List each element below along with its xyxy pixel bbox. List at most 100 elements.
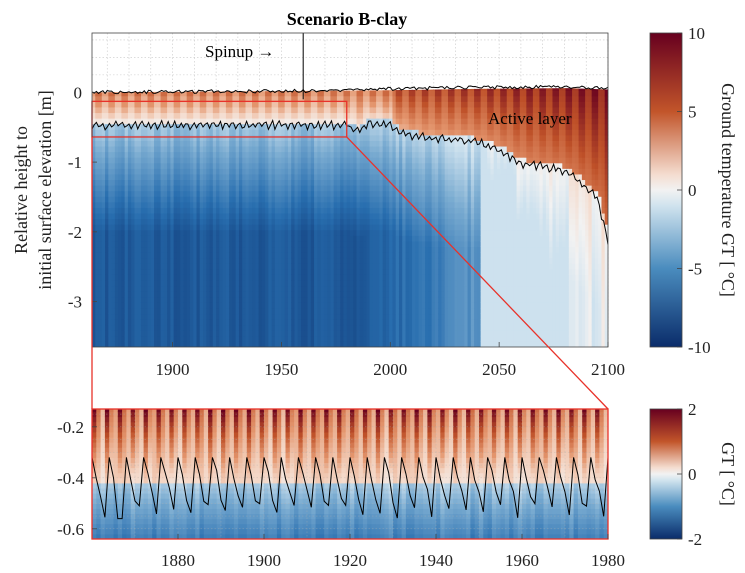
heatmap-cell bbox=[281, 319, 286, 326]
heatmap-cell bbox=[101, 274, 106, 281]
heatmap-cell bbox=[392, 146, 397, 153]
heatmap-cell bbox=[395, 268, 400, 275]
heatmap-cell bbox=[330, 213, 335, 220]
heatmap-cell bbox=[392, 90, 397, 91]
heatmap-cell bbox=[137, 224, 142, 231]
heatmap-cell bbox=[314, 90, 318, 97]
heatmap-cell bbox=[98, 218, 103, 225]
heatmap-cell bbox=[134, 274, 139, 281]
heatmap-cell bbox=[219, 140, 224, 147]
heatmap-cell bbox=[359, 157, 364, 164]
heatmap-cell bbox=[209, 101, 214, 108]
heatmap-cell bbox=[235, 291, 240, 298]
heatmap-cell bbox=[265, 274, 269, 281]
heatmap-cell bbox=[183, 263, 188, 270]
heatmap-cell bbox=[372, 185, 377, 192]
heatmap-cell bbox=[434, 229, 439, 236]
heatmap-cell bbox=[395, 330, 400, 337]
heatmap-cell bbox=[287, 263, 292, 270]
heatmap-cell bbox=[382, 302, 387, 309]
heatmap-cell bbox=[242, 307, 246, 315]
heatmap-cell bbox=[105, 319, 109, 326]
heatmap-cell bbox=[428, 146, 433, 153]
heatmap-cell bbox=[154, 218, 158, 225]
heatmap-cell bbox=[92, 146, 96, 153]
heatmap-cell bbox=[265, 151, 269, 158]
heatmap-cell bbox=[307, 330, 312, 337]
heatmap-cell bbox=[147, 335, 152, 342]
heatmap-cell bbox=[366, 213, 371, 220]
heatmap-cell bbox=[118, 162, 122, 169]
heatmap-cell bbox=[154, 285, 158, 292]
heatmap-cell bbox=[242, 213, 246, 220]
heatmap-cell bbox=[248, 285, 253, 292]
heatmap-cell bbox=[418, 146, 423, 153]
heatmap-cell bbox=[294, 201, 299, 208]
heatmap-cell bbox=[268, 280, 273, 287]
heatmap-cell bbox=[336, 291, 341, 298]
heatmap-cell bbox=[255, 302, 260, 309]
heatmap-cell bbox=[278, 268, 282, 275]
heatmap-cell bbox=[222, 91, 227, 97]
heatmap-cell bbox=[438, 268, 442, 275]
heatmap-cell bbox=[398, 252, 403, 259]
heatmap-cell bbox=[209, 341, 214, 347]
heatmap-cell bbox=[258, 324, 263, 331]
heatmap-cell bbox=[101, 173, 106, 181]
heatmap-cell bbox=[114, 218, 119, 225]
heatmap-cell bbox=[203, 190, 207, 197]
heatmap-cell bbox=[101, 218, 106, 225]
heatmap-cell bbox=[343, 106, 348, 114]
heatmap-cell bbox=[225, 307, 230, 315]
heatmap-cell bbox=[238, 229, 243, 236]
heatmap-cell bbox=[114, 101, 119, 108]
heatmap-cell bbox=[225, 134, 230, 141]
heatmap-cell bbox=[176, 335, 181, 342]
heatmap-cell bbox=[242, 319, 246, 326]
heatmap-cell bbox=[376, 162, 380, 169]
heatmap-cell bbox=[274, 224, 279, 231]
heatmap-cell bbox=[137, 252, 142, 259]
heatmap-cell bbox=[402, 140, 407, 147]
heatmap-cell bbox=[304, 313, 309, 320]
heatmap-cell bbox=[105, 146, 109, 153]
heatmap-cell bbox=[438, 296, 442, 303]
heatmap-cell bbox=[291, 90, 295, 97]
heatmap-cell bbox=[418, 173, 423, 181]
heatmap-cell bbox=[320, 151, 325, 158]
heatmap-cell bbox=[258, 341, 263, 347]
heatmap-cell bbox=[327, 140, 331, 147]
heatmap-cell bbox=[98, 319, 103, 326]
heatmap-cell bbox=[281, 302, 286, 309]
heatmap-cell bbox=[297, 218, 302, 225]
heatmap-cell bbox=[144, 91, 149, 97]
heatmap-cell bbox=[170, 190, 175, 197]
heatmap-cell bbox=[209, 240, 214, 248]
heatmap-cell bbox=[98, 291, 103, 298]
heatmap-cell bbox=[330, 112, 335, 119]
heatmap-cell bbox=[252, 341, 256, 347]
heatmap-cell bbox=[398, 235, 403, 242]
heatmap-cell bbox=[412, 341, 416, 347]
heatmap-cell bbox=[274, 134, 279, 141]
heatmap-cell bbox=[252, 134, 256, 141]
heatmap-cell bbox=[229, 151, 233, 158]
heatmap-cell bbox=[121, 95, 126, 102]
heatmap-cell bbox=[265, 280, 269, 287]
heatmap-cell bbox=[412, 218, 416, 225]
heatmap-cell bbox=[209, 285, 214, 292]
heatmap-cell bbox=[333, 179, 338, 186]
heatmap-cell bbox=[209, 246, 214, 253]
heatmap-cell bbox=[291, 190, 295, 197]
heatmap-cell bbox=[281, 291, 286, 298]
heatmap-cell bbox=[265, 307, 269, 315]
heatmap-cell bbox=[297, 313, 302, 320]
heatmap-cell bbox=[160, 112, 165, 119]
heatmap-cell bbox=[294, 307, 299, 315]
heatmap-cell bbox=[438, 235, 442, 242]
heatmap-cell bbox=[98, 123, 103, 130]
heatmap-cell bbox=[150, 118, 155, 125]
heatmap-cell bbox=[167, 173, 171, 181]
heatmap-cell bbox=[408, 140, 413, 147]
heatmap-cell bbox=[111, 213, 116, 220]
